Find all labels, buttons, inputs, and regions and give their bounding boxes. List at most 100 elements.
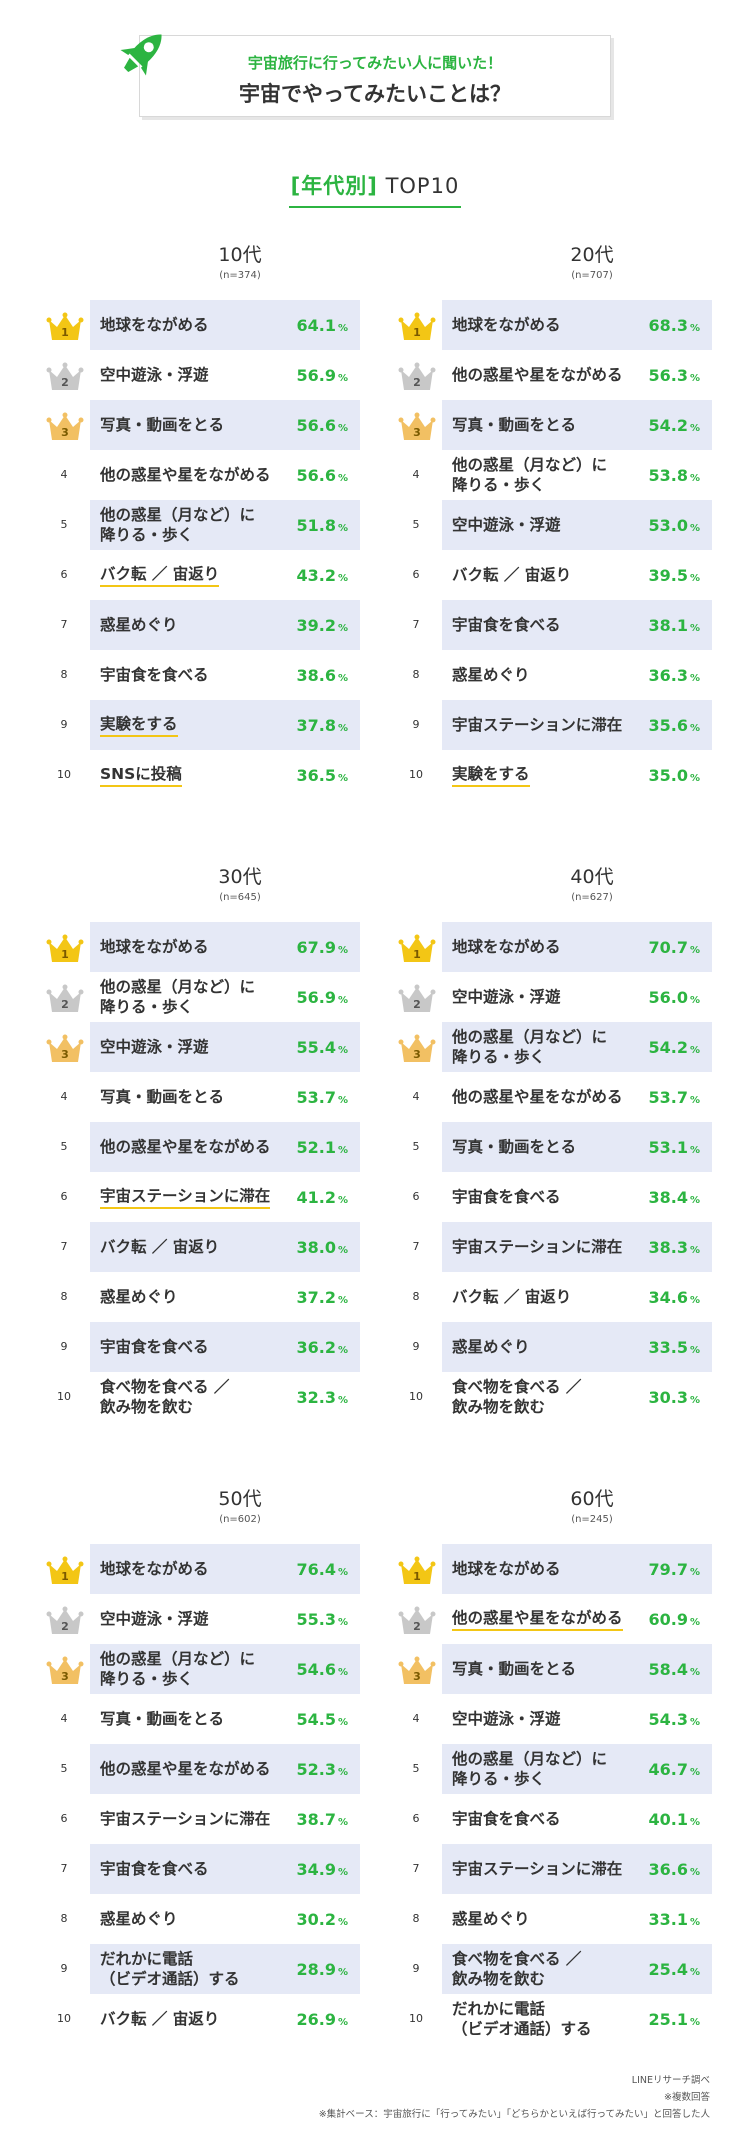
item-label: 地球をながめる: [452, 938, 561, 956]
percentage: 38.6%: [296, 666, 348, 685]
percentage: 51.8%: [296, 516, 348, 535]
item-cell: バク転 ／ 宙返り: [100, 1994, 290, 2044]
item-label: 他の惑星や星をながめる: [100, 1760, 271, 1778]
percent-sign: %: [689, 1617, 700, 1628]
ranking-row: 4 他の惑星や星をながめる 56.6%: [40, 450, 360, 500]
item-cell: 空中遊泳・浮遊: [452, 500, 642, 550]
ranking-row: 6 宇宙ステーションに滞在 38.7%: [40, 1794, 360, 1844]
age-group-header: 40代 (n=627): [422, 862, 750, 903]
rank-cell: 3: [40, 1644, 88, 1694]
percentage: 26.9%: [296, 2010, 348, 2029]
ranking-row: 1 地球をながめる 79.7%: [392, 1544, 712, 1594]
rank-cell: 8: [392, 1272, 440, 1322]
rank-number: 3: [61, 426, 69, 439]
ranking-row: 3 写真・動画をとる 58.4%: [392, 1644, 712, 1694]
item-label: 宇宙ステーションに滞在: [452, 1238, 623, 1256]
percentage-value: 37.8: [296, 716, 336, 735]
item-cell: 惑星めぐり: [452, 1894, 642, 1944]
item-cell: 惑星めぐり: [100, 600, 290, 650]
rank-cell: 3: [392, 400, 440, 450]
item-label: 宇宙食を食べる: [452, 1810, 561, 1828]
silver-crown-icon: 2: [46, 984, 84, 1014]
sample-size: (n=602): [219, 1514, 261, 1525]
item-cell: 地球をながめる: [100, 300, 290, 350]
rank-number: 4: [60, 1712, 68, 1725]
item-label: 宇宙食を食べる: [100, 1860, 209, 1878]
rank-cell: 7: [392, 600, 440, 650]
percent-sign: %: [689, 373, 700, 384]
item-label: 宇宙食を食べる: [100, 1338, 209, 1356]
rank-cell: 8: [40, 1894, 88, 1944]
rank-cell: 4: [392, 1694, 440, 1744]
sample-size: (n=245): [571, 1514, 613, 1525]
footer-note-1: ※複数回答: [664, 2092, 710, 2103]
rank-cell: 9: [40, 1322, 88, 1372]
rank-cell: 2: [392, 350, 440, 400]
percentage-value: 46.7: [648, 1760, 688, 1779]
item-label: 他の惑星（月など）に 降りる・歩く: [452, 1750, 608, 1788]
rank-number: 3: [413, 426, 421, 439]
percentage-value: 54.2: [648, 1038, 688, 1057]
rank-cell: 3: [392, 1022, 440, 1072]
ranking-row: 8 バク転 ／ 宙返り 34.6%: [392, 1272, 712, 1322]
percentage-value: 36.3: [648, 666, 688, 685]
item-cell: 惑星めぐり: [100, 1272, 290, 1322]
ranking-row: 7 宇宙食を食べる 38.1%: [392, 600, 712, 650]
percentage-value: 55.4: [296, 1038, 336, 1057]
percentage-value: 25.4: [648, 1960, 688, 1979]
percentage-value: 28.9: [296, 1960, 336, 1979]
rank-number: 6: [60, 568, 68, 581]
item-label: 宇宙ステーションに滞在: [100, 1810, 271, 1828]
percentage: 36.2%: [296, 1338, 348, 1357]
rank-number: 7: [412, 1862, 420, 1875]
ranking-row: 7 バク転 ／ 宙返り 38.0%: [40, 1222, 360, 1272]
ranking-row: 10 食べ物を食べる ／ 飲み物を飲む 30.3%: [392, 1372, 712, 1422]
item-cell: 宇宙食を食べる: [452, 600, 642, 650]
percentage-value: 60.9: [648, 1610, 688, 1629]
percentage: 32.3%: [296, 1388, 348, 1407]
ranking-row: 4 写真・動画をとる 54.5%: [40, 1694, 360, 1744]
percentage: 53.7%: [648, 1088, 700, 1107]
item-label: 地球をながめる: [100, 1560, 209, 1578]
age-group-label: 10代: [218, 244, 262, 266]
ranking-row: 3 空中遊泳・浮遊 55.4%: [40, 1022, 360, 1072]
percentage-value: 36.5: [296, 766, 336, 785]
ranking-row: 2 他の惑星や星をながめる 60.9%: [392, 1594, 712, 1644]
percent-sign: %: [689, 1867, 700, 1878]
rank-number: 8: [412, 1290, 420, 1303]
rank-cell: 6: [392, 1794, 440, 1844]
item-label: 宇宙ステーションに滞在: [452, 1860, 623, 1878]
rank-cell: 4: [40, 450, 88, 500]
row-background: [90, 1744, 360, 1794]
percent-sign: %: [337, 1667, 348, 1678]
percentage: 56.9%: [296, 988, 348, 1007]
item-label: 宇宙ステーションに滞在: [452, 716, 623, 734]
rank-cell: 10: [40, 750, 88, 800]
silver-crown-icon: 2: [46, 1606, 84, 1636]
percentage: 54.5%: [296, 1710, 348, 1729]
percentage-value: 38.0: [296, 1238, 336, 1257]
age-group-label: 40代: [570, 866, 614, 888]
item-cell: SNSに投稿: [100, 750, 290, 800]
item-cell: 食べ物を食べる ／ 飲み物を飲む: [452, 1944, 642, 1994]
ranking-row: 4 他の惑星（月など）に 降りる・歩く 53.8%: [392, 450, 712, 500]
ranking-row: 4 空中遊泳・浮遊 54.3%: [392, 1694, 712, 1744]
ranking-row: 8 惑星めぐり 36.3%: [392, 650, 712, 700]
percentage: 70.7%: [648, 938, 700, 957]
ranking-row: 6 宇宙食を食べる 38.4%: [392, 1172, 712, 1222]
rank-number: 6: [60, 1812, 68, 1825]
percent-sign: %: [689, 1817, 700, 1828]
percent-sign: %: [689, 623, 700, 634]
rank-number: 2: [413, 1620, 421, 1633]
item-label: 他の惑星や星をながめる: [100, 466, 271, 484]
percent-sign: %: [689, 1967, 700, 1978]
rank-cell: 9: [40, 1944, 88, 1994]
percent-sign: %: [689, 1345, 700, 1356]
item-cell: 空中遊泳・浮遊: [452, 972, 642, 1022]
percent-sign: %: [689, 1245, 700, 1256]
rank-number: 7: [412, 618, 420, 631]
item-label: バク転 ／ 宙返り: [100, 2010, 220, 2028]
percentage-value: 39.5: [648, 566, 688, 585]
ranking-row: 7 宇宙ステーションに滞在 36.6%: [392, 1844, 712, 1894]
percentage: 54.6%: [296, 1660, 348, 1679]
